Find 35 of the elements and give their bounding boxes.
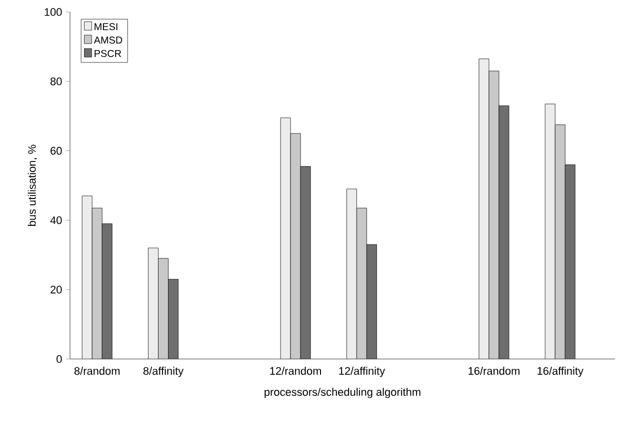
legend-label: MESI bbox=[94, 23, 118, 30]
y-tick-label: 0 bbox=[56, 355, 62, 363]
bar bbox=[102, 224, 112, 359]
y-axis-title: bus utilisation, % bbox=[28, 144, 38, 226]
bar bbox=[478, 58, 489, 359]
x-tick-label: 8/affinity bbox=[143, 366, 184, 377]
x-tick-label: 16/affinity bbox=[538, 366, 584, 377]
x-axis-title: processors/scheduling algorithm bbox=[264, 388, 420, 398]
bar bbox=[564, 164, 576, 359]
bar bbox=[356, 208, 367, 359]
bar bbox=[280, 118, 291, 359]
x-tick-label: 12/affinity bbox=[339, 366, 386, 377]
bar bbox=[168, 279, 178, 359]
y-tick-label: 60 bbox=[50, 146, 62, 155]
bar bbox=[158, 258, 168, 359]
bar bbox=[544, 104, 556, 359]
bar bbox=[92, 208, 102, 359]
y-tick-label: 20 bbox=[50, 286, 62, 294]
x-tick-label: 12/random bbox=[270, 366, 322, 375]
bar bbox=[290, 133, 301, 359]
bar bbox=[346, 188, 357, 359]
bar bbox=[366, 244, 377, 359]
bar bbox=[488, 70, 499, 359]
bar bbox=[554, 124, 566, 359]
legend-label: PSCR bbox=[94, 50, 122, 58]
bar bbox=[498, 106, 509, 359]
bar bbox=[148, 248, 158, 359]
bar bbox=[300, 166, 311, 359]
y-tick-label: 80 bbox=[50, 78, 62, 86]
bar bbox=[82, 196, 92, 359]
x-tick-label: 16/random bbox=[468, 366, 520, 375]
legend-label: AMSD bbox=[94, 36, 122, 44]
y-tick-label: 100 bbox=[44, 8, 62, 16]
y-tick-label: 40 bbox=[50, 216, 62, 224]
x-tick-label: 8/random bbox=[74, 366, 120, 375]
